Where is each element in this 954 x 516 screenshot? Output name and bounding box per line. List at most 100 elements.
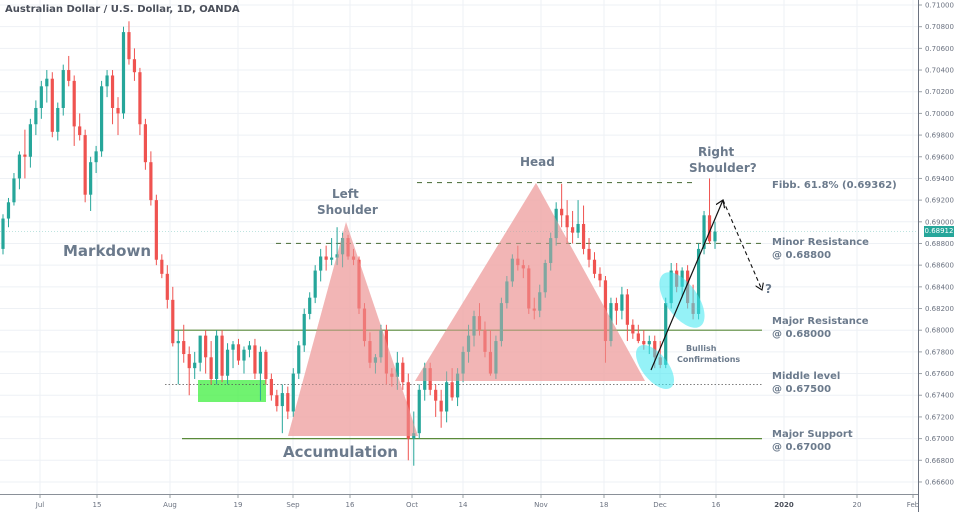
candle-down [127,32,131,60]
candle-down [384,330,388,374]
time-tick-label: 19 [234,501,243,509]
candle-up [56,107,60,132]
left-shoulder-label-1: Left [332,187,359,201]
candle-up [308,297,312,314]
candle-down [351,256,356,260]
bullish-label-2: Confirmations [677,355,740,364]
candle-up [379,330,383,358]
candle-up [225,349,230,376]
candle-up [510,258,514,282]
time-tick-label: 16 [712,501,721,509]
candle-down [269,378,273,396]
candle-up [576,223,580,233]
candle-down [50,78,54,132]
candle-up [34,107,38,125]
right-shoulder-label-2: Shoulder? [689,161,757,175]
candle-down [401,362,405,383]
candle-down [154,200,158,260]
candle-down [527,268,531,309]
price-tick-label: 0.67600 [925,370,954,378]
fib-label: Fibb. 61.8% (0.69362) [772,180,897,191]
candle-down [182,341,186,355]
head-label: Head [520,155,555,169]
candle-down [631,324,635,334]
time-tick-label: Oct [406,501,418,509]
candle-up [176,341,180,344]
candle-down [368,341,372,363]
bullish-ellipse-1 [635,345,675,389]
price-tick-label: 0.66800 [925,457,954,465]
candle-up [417,389,421,434]
candle-down [346,238,350,257]
price-tick-label: 0.69000 [925,218,954,226]
right-shoulder-label-1: Right [698,145,734,159]
price-tick-label: 0.70800 [925,23,954,31]
candle-down [450,382,454,398]
candle-up [472,316,476,336]
current-price-tag: 0.68912 [924,226,954,237]
candle-up [412,433,416,439]
time-tick-label: 16 [346,501,355,509]
candle-down [236,344,241,361]
price-tick-label: 0.69800 [925,132,954,140]
middle-level-label-1: Middle level [772,371,840,382]
candle-down [516,258,520,266]
candle-down [439,400,443,412]
candle-up [330,257,334,260]
candle-up [258,351,263,374]
candle-up [6,202,11,219]
left-shoulder-triangle [288,222,418,436]
major-support-label-2: @ 0.67000 [772,442,831,453]
time-tick-label: 20 [853,501,862,509]
candle-down [220,335,224,376]
price-tick-label: 0.68600 [925,262,954,270]
annotation-texts: Markdown Accumulation Left Shoulder Head… [63,145,897,461]
accumulation-label: Accumulation [283,443,398,461]
candle-down [132,59,137,73]
price-tick-label: 0.70200 [925,88,954,96]
candle-down [23,154,27,157]
candle-down [571,227,575,233]
candle-up [499,303,503,342]
price-tick-label: 0.69400 [925,175,954,183]
candle-up [105,75,109,87]
candle-up [455,373,460,398]
candle-down [581,223,586,249]
minor-resistance-label-1: Minor Resistance [772,237,869,248]
candle-down [625,294,629,325]
head-triangle-overlay [415,183,645,381]
price-tick-label: 0.67800 [925,348,954,356]
candle-down [116,107,120,114]
candle-down [560,208,564,216]
major-support-label-1: Major Support [772,429,853,440]
candle-down [264,351,268,379]
candle-down [149,162,153,201]
time-tick-label: Dec [653,501,667,509]
candle-down [209,357,213,379]
candle-down [642,341,646,345]
candle-up [340,238,345,255]
candle-up [554,208,558,239]
candle-up [494,341,498,374]
candle-down [603,280,608,342]
time-tick-label: 2020 [774,501,794,509]
price-tick-label: 0.71000 [925,2,954,10]
candle-up [89,162,93,195]
candle-down [406,382,410,439]
price-tick-label: 0.69200 [925,197,954,205]
candle-up [99,86,104,152]
candle-up [291,373,295,412]
candle-up [198,335,202,363]
candle-down [357,259,361,309]
candle-up [231,344,235,350]
accumulation-box [198,380,266,402]
candle-down [707,215,712,242]
candle-down [565,215,569,228]
candle-down [532,308,536,311]
candle-down [636,333,640,342]
candle-down [253,345,257,374]
markdown-label: Markdown [63,242,151,260]
candle-up [713,231,717,242]
